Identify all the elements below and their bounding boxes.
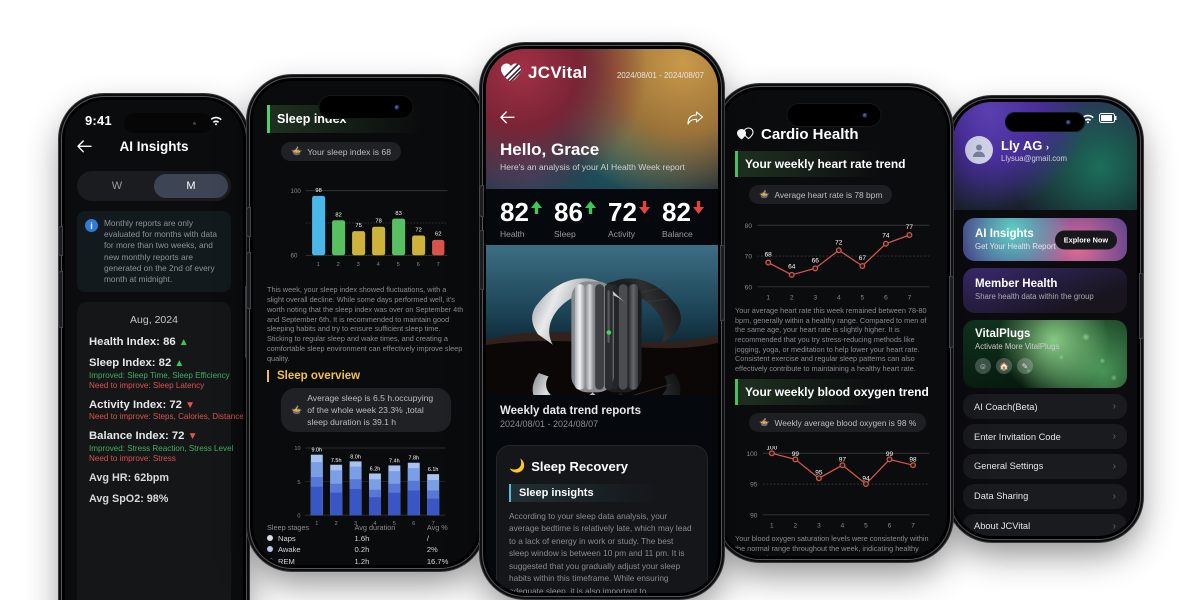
svg-text:100: 100	[746, 451, 757, 458]
svg-text:4: 4	[377, 262, 381, 268]
svg-text:10: 10	[294, 446, 300, 452]
svg-text:0: 0	[297, 513, 300, 519]
svg-text:5: 5	[864, 523, 868, 530]
svg-text:7.8h: 7.8h	[408, 456, 419, 462]
svg-text:64: 64	[788, 264, 796, 271]
svg-text:100: 100	[766, 446, 777, 452]
svg-text:5: 5	[397, 262, 400, 268]
svg-text:6.2h: 6.2h	[370, 466, 381, 472]
svg-text:8.0h: 8.0h	[350, 454, 361, 460]
svg-text:95: 95	[815, 470, 823, 477]
svg-text:72: 72	[415, 227, 421, 233]
svg-text:68: 68	[765, 251, 773, 258]
svg-text:98: 98	[315, 188, 321, 194]
svg-text:4: 4	[837, 294, 841, 301]
svg-text:3: 3	[357, 262, 360, 268]
svg-text:6: 6	[412, 521, 415, 527]
svg-text:66: 66	[812, 257, 820, 264]
svg-text:98: 98	[909, 457, 917, 464]
svg-text:67: 67	[859, 255, 867, 262]
svg-text:5: 5	[861, 294, 865, 301]
svg-text:7: 7	[911, 523, 915, 530]
svg-text:90: 90	[750, 513, 758, 520]
svg-text:3: 3	[354, 521, 357, 527]
svg-text:4: 4	[841, 523, 845, 530]
svg-text:77: 77	[906, 224, 914, 231]
svg-text:4: 4	[373, 521, 376, 527]
svg-text:74: 74	[882, 233, 890, 240]
svg-text:9.0h: 9.0h	[311, 448, 322, 454]
svg-text:7.4h: 7.4h	[389, 458, 400, 464]
svg-text:6: 6	[888, 523, 892, 530]
svg-text:82: 82	[335, 212, 341, 218]
svg-text:99: 99	[792, 451, 800, 458]
svg-text:1: 1	[317, 262, 320, 268]
svg-text:7: 7	[432, 521, 435, 527]
svg-text:72: 72	[835, 239, 843, 246]
svg-text:2: 2	[335, 521, 338, 527]
svg-text:6: 6	[417, 262, 420, 268]
svg-text:6: 6	[884, 294, 888, 301]
svg-text:1: 1	[766, 294, 770, 301]
svg-text:95: 95	[750, 482, 758, 489]
svg-text:99: 99	[886, 451, 894, 458]
svg-text:2: 2	[794, 523, 798, 530]
svg-text:75: 75	[355, 223, 361, 229]
svg-text:2: 2	[337, 262, 340, 268]
svg-text:97: 97	[839, 457, 847, 464]
svg-text:1: 1	[315, 521, 318, 527]
svg-text:1: 1	[770, 523, 774, 530]
svg-text:7.5h: 7.5h	[331, 458, 342, 464]
svg-text:2: 2	[790, 294, 794, 301]
svg-text:5: 5	[297, 480, 300, 486]
svg-text:7: 7	[437, 262, 440, 268]
svg-text:6.1h: 6.1h	[428, 467, 439, 473]
svg-text:3: 3	[813, 294, 817, 301]
svg-text:7: 7	[908, 294, 912, 301]
svg-text:60: 60	[291, 253, 298, 260]
svg-text:70: 70	[745, 254, 753, 261]
svg-text:80: 80	[745, 223, 753, 230]
svg-text:100: 100	[291, 188, 302, 195]
svg-text:62: 62	[435, 232, 441, 238]
svg-text:78: 78	[375, 219, 381, 225]
svg-text:94: 94	[862, 476, 870, 483]
svg-text:3: 3	[817, 523, 821, 530]
svg-text:5: 5	[393, 521, 396, 527]
svg-text:60: 60	[745, 285, 753, 292]
svg-text:83: 83	[395, 211, 401, 217]
